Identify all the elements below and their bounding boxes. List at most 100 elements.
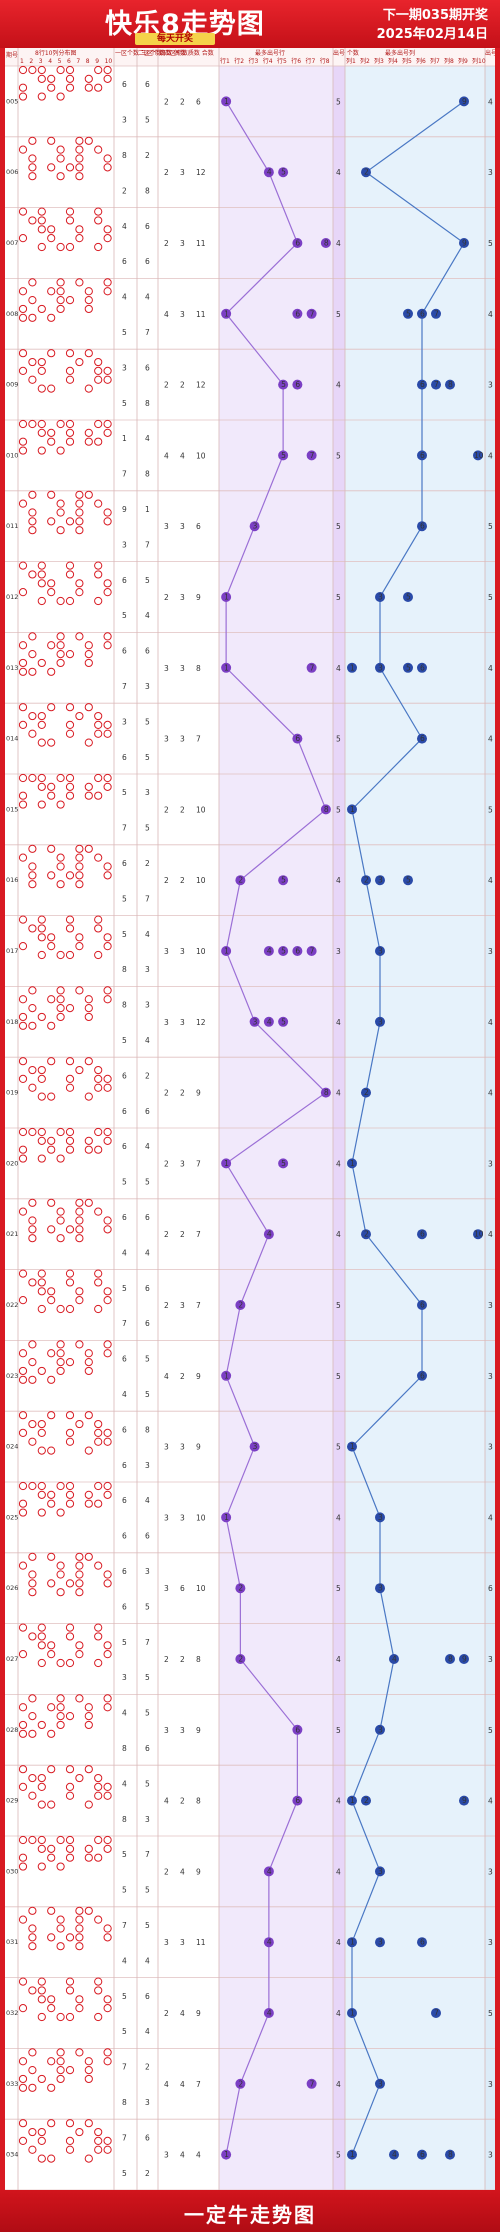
row-max-value: 1 [224,2150,229,2159]
drawn-number-circle [65,570,75,579]
drawn-number-circle [56,499,65,508]
stat-value: 3 [180,310,185,319]
row-max-ball [292,733,303,744]
drawn-number-circle [28,1933,37,1942]
drawn-number-circle [94,1773,103,1783]
drawn-number-circle [103,862,112,871]
drawn-number-circle [37,65,46,75]
drawn-number-circle [84,1358,93,1367]
zone2-count: 5 [145,1921,150,1930]
drawn-number-circle [37,1278,46,1287]
col-max-value: 2 [364,1230,369,1239]
drawn-number-circle [75,234,84,243]
drawn-number-circle [18,1481,28,1491]
col-max-ball [417,733,427,744]
drawn-number-circle [94,1835,103,1845]
drawn-number-circle [47,1641,56,1650]
drawn-number-circle [65,729,75,738]
row-extra-value: 7 [310,2079,315,2088]
drawn-number-circle [84,791,93,800]
stat-value: 6 [196,522,201,531]
drawn-number-circle [65,163,75,172]
stat-value: 3 [164,1443,169,1452]
zone1-count: 6 [122,1213,127,1222]
drawn-number-circle [37,1995,46,2004]
drawn-number-circle [84,428,93,437]
drawn-number-circle [75,1942,84,1951]
drawn-number-circle [37,579,46,588]
drawn-number-circle [37,782,46,791]
drawn-number-circle [37,1835,46,1845]
drawn-number-circle [37,2154,46,2163]
drawn-number-circle [75,278,84,287]
drawn-number-circle [56,145,65,154]
drawn-number-circle [94,499,103,508]
col-max-value: 6 [420,1301,425,1310]
row-max-value: 5 [281,451,286,460]
zone3-count: 7 [122,470,127,479]
row-max-value: 1 [224,593,229,602]
col-max-ball [375,1724,385,1735]
drawn-number-circle [103,720,112,730]
drawn-number-circle [75,136,84,145]
issue-number: 027 [6,1655,18,1663]
drawn-number-circle [28,1773,37,1783]
zone4-count: 5 [145,1602,150,1611]
drawn-number-circle [56,1508,65,1517]
drawn-number-circle [56,1004,65,1013]
drawn-number-circle [37,1720,46,1730]
drawn-number-circle [28,1340,37,1349]
drawn-number-circle [47,579,56,588]
drawn-number-circle [103,1835,112,1845]
row-max-count: 5 [336,593,341,602]
drawn-number-circle [28,419,37,429]
drawn-number-circle [37,384,46,393]
drawn-number-circle [56,800,65,809]
drawn-number-circle [28,1986,37,1995]
drawn-number-circle [28,650,37,659]
row-max-count: 5 [336,2151,341,2160]
row-max-value: 1 [224,663,229,672]
drawn-number-circle [65,1127,75,1137]
col-max-ball [347,2149,357,2160]
drawn-number-circle [84,1499,93,1508]
drawn-number-circle [65,375,75,384]
drawn-number-circle [84,136,93,145]
drawn-number-circle [47,1021,56,1030]
drawn-number-circle [56,650,65,659]
col-max-count: 4 [488,1797,493,1806]
col-extra-ball [459,1654,469,1664]
drawn-number-circle [84,1057,93,1066]
drawn-number-circle [47,1375,56,1384]
issue-number: 020 [6,1159,18,1167]
stat-value: 11 [196,239,206,248]
drawn-number-circle [28,163,37,172]
drawn-number-circle [28,508,37,517]
drawn-number-circle [94,924,103,933]
drawn-number-circle [18,1428,28,1438]
drawn-number-circle [84,2074,93,2084]
col-extra-value: 9 [462,1796,467,1805]
row-max-count: 5 [336,97,341,106]
col-max-value: 9 [462,239,467,248]
drawn-number-circle [65,2136,75,2145]
drawn-number-circle [103,1933,112,1942]
col-max-count: 4 [488,1089,493,1098]
drawn-number-circle [18,667,28,676]
drawn-number-circle [28,880,37,889]
drawn-number-circle [94,1986,103,1995]
drawn-number-circle [103,375,112,384]
row-max-value: 2 [238,876,243,885]
drawn-number-circle [37,1844,46,1853]
drawn-number-circle [75,1561,84,1570]
drawn-number-circle [56,1366,65,1376]
drawn-number-circle [65,1712,75,1721]
zone4-count: 6 [145,257,150,266]
col-max-count: 4 [488,1018,493,1027]
col-extra-value: 5 [406,663,411,672]
zone1-count: 7 [122,2133,127,2142]
drawn-number-circle [94,596,103,606]
stat-value: 9 [196,1726,201,1735]
drawn-number-circle [65,1269,75,1278]
drawn-number-circle [56,2048,65,2057]
